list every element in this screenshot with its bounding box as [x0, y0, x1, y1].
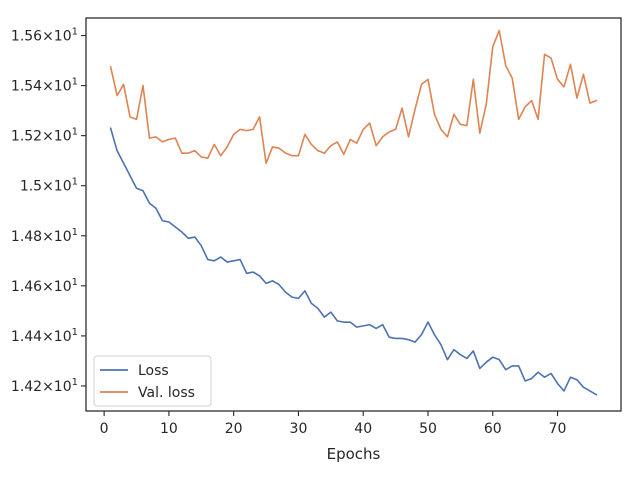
legend: Loss Val. loss [93, 355, 212, 407]
legend-label: Loss [138, 363, 169, 379]
legend-label: Val. loss [138, 385, 195, 401]
x-tick-label: 20 [225, 421, 243, 437]
plot-background [86, 18, 621, 411]
y-tick-label: 1.54×101 [11, 77, 78, 95]
x-tick-label: 0 [100, 421, 109, 437]
y-tick-label: 1.42×101 [11, 377, 78, 395]
y-tick-label: 1.5×101 [20, 177, 78, 195]
x-tick-label: 70 [549, 421, 567, 437]
x-tick-label: 40 [354, 421, 372, 437]
series-line-loss [109, 127, 598, 396]
y-tick-label: 1.56×101 [11, 27, 78, 45]
legend-box [93, 355, 212, 407]
x-axis-label: Epochs [327, 445, 381, 463]
x-axis-ticks: 0 10 20 30 40 50 60 70 [100, 411, 567, 437]
x-tick-label: 10 [160, 421, 178, 437]
y-tick-label: 1.44×101 [11, 327, 78, 345]
y-tick-label: 1.46×101 [11, 277, 78, 295]
x-tick-label: 60 [484, 421, 502, 437]
series-layer [109, 29, 598, 396]
y-tick-label: 1.48×101 [11, 227, 78, 245]
series-line-val-loss [109, 29, 598, 164]
x-tick-label: 50 [419, 421, 437, 437]
x-tick-label: 30 [290, 421, 308, 437]
y-axis-ticks: 1.42×101 1.44×101 1.46×101 1.48×101 1.5×101 1… [11, 27, 86, 395]
plot-frame [85, 17, 622, 412]
y-tick-label: 1.52×101 [11, 127, 78, 145]
